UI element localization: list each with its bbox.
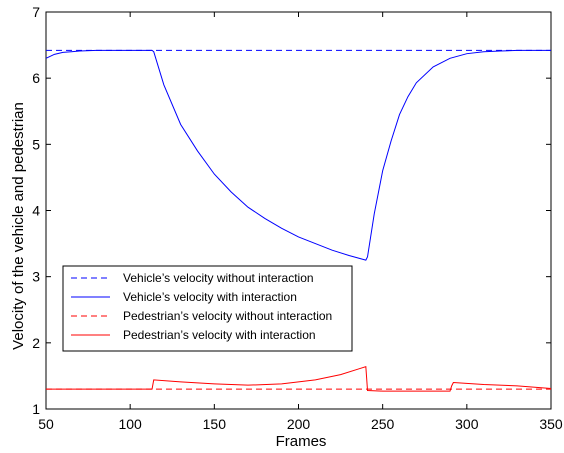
x-tick-label: 250 (371, 416, 395, 432)
y-tick-label: 5 (32, 136, 40, 152)
y-axis-label: Velocity of the vehicle and pedestrian (10, 102, 27, 350)
legend: Vehicle’s velocity without interaction Ve… (62, 265, 353, 352)
legend-label-3: Pedestrian’s velocity without interactio… (123, 309, 332, 323)
legend-label-4: Pedestrian’s velocity with interaction (123, 328, 316, 342)
x-tick-label: 150 (203, 416, 227, 432)
series-line-2 (45, 49, 551, 261)
ticks-layer: 50 100 150 200 250 300 350 1 2 3 4 5 6 7 (32, 4, 563, 432)
y-tick-label: 2 (32, 335, 40, 351)
x-tick-label: 300 (455, 416, 479, 432)
legend-box (62, 265, 353, 352)
x-tick-label: 200 (287, 416, 311, 432)
y-tick-label: 6 (32, 70, 40, 86)
x-axis-label: Frames (276, 433, 327, 450)
series-line-4 (46, 365, 552, 392)
x-tick-label: 100 (118, 416, 142, 432)
x-tick-label: 350 (539, 416, 563, 432)
y-tick-label: 7 (32, 4, 40, 20)
series-layer (45, 49, 552, 392)
y-tick-label: 1 (32, 401, 40, 417)
y-tick-label: 4 (32, 203, 40, 219)
y-tick-label: 3 (32, 269, 40, 285)
x-tick-label: 50 (38, 416, 54, 432)
legend-label-2: Vehicle’s velocity with interaction (123, 290, 297, 304)
legend-label-1: Vehicle’s velocity without interaction (123, 271, 314, 285)
